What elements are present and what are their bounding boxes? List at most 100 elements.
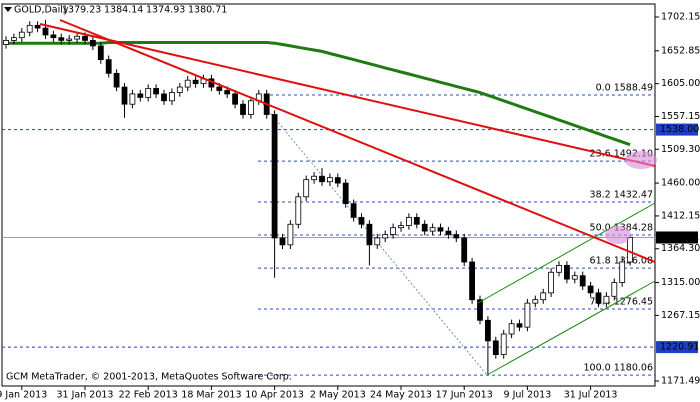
candle-body bbox=[42, 27, 49, 36]
x-tick-label: 9 Jul 2013 bbox=[504, 390, 552, 401]
candle-body bbox=[453, 234, 460, 239]
x-tick-label: 31 Jan 2013 bbox=[57, 390, 114, 401]
fib-label: 38.2 1432.47 bbox=[590, 189, 653, 200]
candle-body bbox=[50, 34, 57, 39]
x-tick-label: 18 Mar 2013 bbox=[181, 390, 241, 401]
highlight-ellipse bbox=[625, 151, 657, 169]
candle-body bbox=[540, 292, 547, 301]
candle-body bbox=[350, 203, 357, 218]
header-low: 1374.93 bbox=[146, 5, 185, 16]
x-tick-label: 2 May 2013 bbox=[310, 390, 366, 401]
candle-body bbox=[556, 265, 562, 273]
candle-body bbox=[461, 237, 468, 263]
candle-body bbox=[90, 40, 96, 47]
candle-body bbox=[469, 261, 476, 301]
candle-body bbox=[571, 275, 578, 280]
y-tick-label: 1557.15 bbox=[661, 111, 700, 122]
candle-body bbox=[437, 227, 444, 232]
price-box bbox=[656, 341, 698, 354]
x-tick-label: 9 Jan 2013 bbox=[0, 390, 47, 401]
x-tick-label: 22 Feb 2013 bbox=[119, 390, 178, 401]
candle-body bbox=[271, 114, 278, 239]
header-high: 1384.14 bbox=[104, 5, 143, 16]
y-tick-label: 1509.30 bbox=[661, 144, 700, 155]
candle-body bbox=[429, 227, 436, 232]
y-tick-label: 1171.49 bbox=[661, 375, 700, 386]
fib-label: 23.6 1492.10 bbox=[590, 149, 653, 160]
collapse-icon bbox=[4, 7, 12, 12]
trend-line bbox=[59, 19, 656, 263]
candle-body bbox=[619, 261, 626, 283]
copyright: GCM MetaTrader, © 2001-2013, MetaQuotes … bbox=[6, 372, 292, 383]
candle-body bbox=[413, 216, 420, 225]
y-tick-label: 1460.00 bbox=[661, 178, 700, 189]
y-tick-label: 1364.30 bbox=[661, 243, 700, 254]
candle-body bbox=[82, 35, 88, 41]
candle-body bbox=[137, 93, 144, 98]
candle-body bbox=[10, 37, 17, 41]
candle-body bbox=[74, 35, 80, 40]
plot-frame bbox=[1, 3, 656, 387]
candle-body bbox=[358, 216, 365, 225]
fib-label: 0.0 1588.49 bbox=[596, 82, 653, 93]
candle-body bbox=[287, 223, 294, 246]
candle-body bbox=[58, 37, 65, 41]
chart-title: GOLD,Daily bbox=[14, 5, 69, 16]
candle-body bbox=[516, 323, 523, 328]
candle-body bbox=[153, 88, 160, 95]
candle-body bbox=[34, 24, 41, 29]
price-box-label: 1220.91 bbox=[660, 342, 699, 353]
candle-body bbox=[548, 271, 554, 294]
x-tick-label: 31 Jul 2013 bbox=[564, 390, 618, 401]
price-box bbox=[656, 123, 698, 136]
fib-label: 61.8 1336.08 bbox=[590, 256, 653, 267]
candle-body bbox=[595, 292, 602, 304]
candle-body bbox=[492, 340, 499, 355]
x-tick-label: 10 Apr 2013 bbox=[245, 390, 304, 401]
highlight-ellipse bbox=[605, 226, 631, 244]
y-tick-label: 1652.85 bbox=[661, 45, 700, 56]
candle-body bbox=[326, 177, 333, 183]
candle-body bbox=[587, 285, 594, 294]
candle-body bbox=[500, 333, 507, 355]
y-tick-label: 1315.00 bbox=[661, 277, 700, 288]
candle-body bbox=[374, 237, 381, 246]
candle-body bbox=[3, 40, 9, 45]
candle-body bbox=[113, 72, 120, 88]
x-tick-label: 24 May 2013 bbox=[370, 390, 432, 401]
candle-body bbox=[564, 265, 570, 280]
candle-body bbox=[627, 237, 633, 263]
candle-body bbox=[382, 234, 389, 239]
candle-body bbox=[532, 299, 539, 304]
candle-body bbox=[445, 230, 452, 235]
candle-body bbox=[319, 175, 325, 183]
candle-body bbox=[161, 93, 167, 102]
price-box-label: 1380.71 bbox=[660, 232, 699, 243]
candle-body bbox=[508, 323, 515, 335]
price-box-label: 1538.00 bbox=[660, 124, 699, 135]
y-tick-label: 1412.15 bbox=[661, 210, 700, 221]
candle-body bbox=[97, 45, 104, 61]
candle-body bbox=[398, 225, 404, 229]
y-tick-label: 1702.15 bbox=[661, 11, 700, 22]
candle-body bbox=[176, 86, 183, 93]
fib-label: 100.0 1180.06 bbox=[583, 363, 653, 374]
candle-body bbox=[405, 216, 412, 227]
candle-body bbox=[311, 175, 318, 181]
candle-body bbox=[579, 275, 586, 287]
header-open: 1379.23 bbox=[62, 5, 101, 16]
candle-body bbox=[295, 196, 302, 225]
fib-label: 76.4 1276.45 bbox=[590, 297, 653, 308]
candle-body bbox=[421, 223, 428, 232]
candle-body bbox=[184, 79, 191, 88]
candle-body bbox=[484, 319, 491, 342]
candle-body bbox=[303, 179, 310, 198]
candle-body bbox=[129, 93, 136, 105]
x-tick-label: 17 Jun 2013 bbox=[436, 390, 493, 401]
y-tick-label: 1605.00 bbox=[661, 78, 700, 89]
candle-body bbox=[121, 86, 128, 105]
candle-body bbox=[366, 223, 373, 246]
candle-body bbox=[224, 90, 231, 95]
candle-body bbox=[232, 93, 239, 105]
